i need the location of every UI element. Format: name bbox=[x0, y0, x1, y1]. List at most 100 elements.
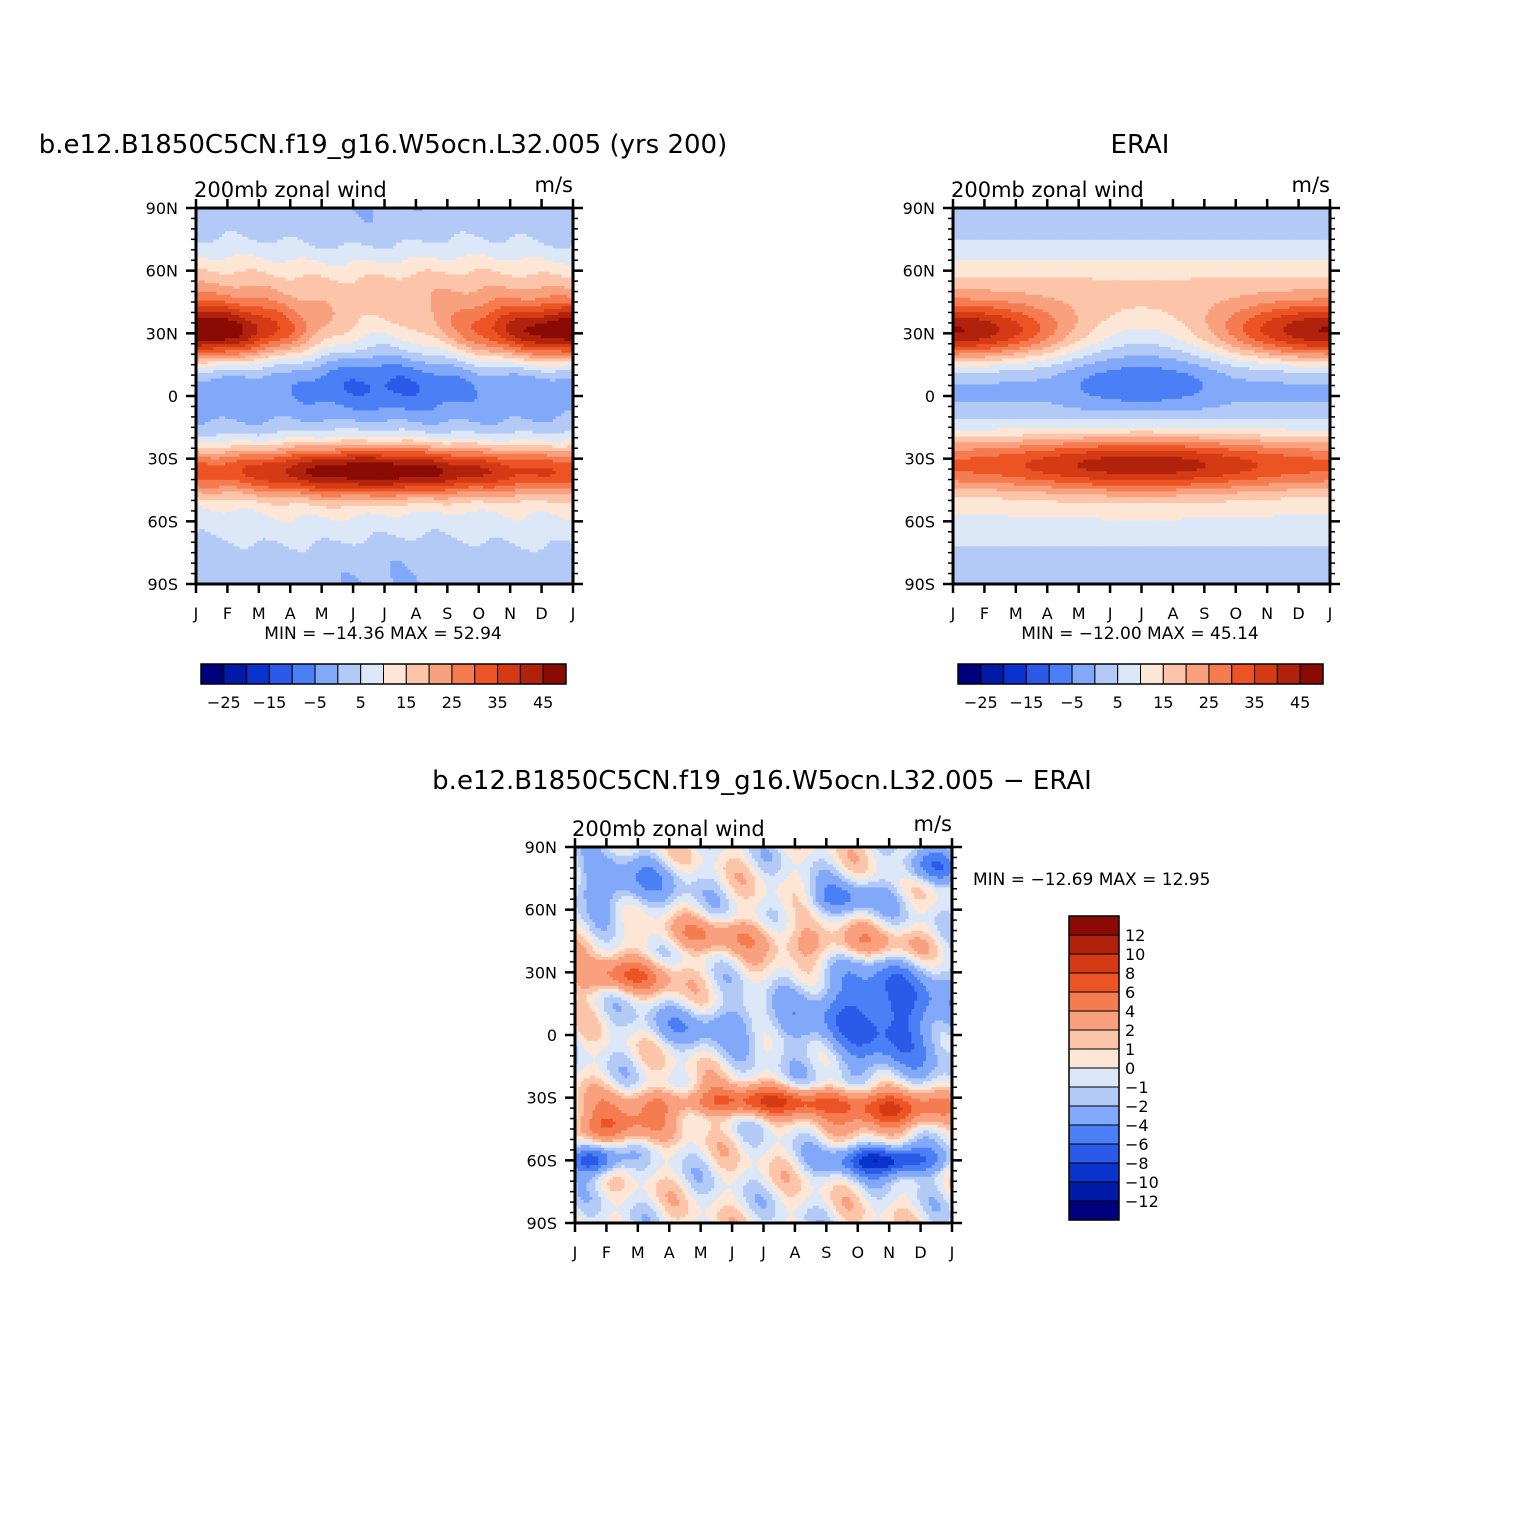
contour-cell bbox=[515, 219, 519, 224]
contour-cell bbox=[309, 239, 313, 244]
contour-cell bbox=[419, 216, 423, 221]
contour-cell bbox=[419, 234, 423, 238]
contour-cell bbox=[468, 236, 473, 241]
contour-cell bbox=[242, 219, 246, 224]
contour-cell bbox=[245, 257, 249, 261]
contour-cell bbox=[341, 231, 345, 235]
contour-cell bbox=[317, 231, 322, 235]
contour-cell bbox=[483, 251, 487, 255]
contour-cell bbox=[532, 234, 536, 238]
contour-cell bbox=[364, 225, 368, 229]
contour-cell bbox=[517, 228, 522, 232]
contour-cell bbox=[230, 245, 235, 250]
contour-cell bbox=[341, 216, 345, 221]
contour-cell bbox=[404, 251, 409, 255]
contour-cell bbox=[335, 231, 339, 235]
contour-cell bbox=[239, 208, 243, 212]
contour-cell bbox=[538, 210, 542, 215]
contour-cell bbox=[428, 245, 432, 250]
contour-cell bbox=[309, 213, 313, 218]
contour-cell bbox=[474, 231, 478, 235]
contour-cell bbox=[352, 248, 357, 252]
contour-cell bbox=[517, 225, 522, 229]
contour-cell bbox=[468, 225, 473, 229]
contour-cell bbox=[274, 251, 278, 255]
contour-cell bbox=[265, 239, 270, 244]
contour-cell bbox=[428, 225, 432, 229]
contour-cell bbox=[230, 251, 235, 255]
contour-cell bbox=[306, 213, 310, 218]
contour-cell bbox=[283, 219, 287, 224]
contour-cell bbox=[312, 254, 316, 258]
contour-cell bbox=[323, 245, 328, 250]
contour-cell bbox=[364, 236, 368, 241]
contour-cell bbox=[277, 234, 281, 238]
contour-cell bbox=[204, 231, 209, 235]
contour-cell bbox=[306, 257, 310, 261]
contour-cell bbox=[457, 219, 461, 224]
contour-cell bbox=[491, 210, 496, 215]
contour-cell bbox=[262, 225, 267, 229]
contour-cell bbox=[352, 236, 357, 241]
contour-cell bbox=[309, 248, 313, 252]
contour-cell bbox=[256, 216, 261, 221]
contour-cell bbox=[355, 239, 359, 244]
contour-cell bbox=[294, 210, 299, 215]
contour-cell bbox=[341, 219, 345, 224]
contour-cell bbox=[274, 248, 278, 252]
contour-cell bbox=[201, 219, 206, 224]
contour-cell bbox=[523, 231, 528, 235]
contour-cell bbox=[268, 222, 272, 226]
contour-cell bbox=[541, 248, 545, 252]
contour-cell bbox=[346, 208, 351, 212]
contour-cell bbox=[288, 234, 293, 238]
contour-cell bbox=[248, 257, 252, 261]
contour-cell bbox=[375, 208, 380, 212]
contour-cell bbox=[233, 228, 238, 232]
contour-cell bbox=[367, 248, 371, 252]
contour-cell bbox=[288, 222, 293, 226]
contour-cell bbox=[204, 219, 209, 224]
contour-cell bbox=[506, 216, 510, 221]
contour-cell bbox=[274, 222, 278, 226]
contour-cell bbox=[433, 222, 438, 226]
contour-cell bbox=[480, 219, 484, 224]
contour-cell bbox=[419, 248, 423, 252]
contour-cell bbox=[326, 216, 330, 221]
contour-cell bbox=[399, 245, 403, 250]
contour-cell bbox=[222, 210, 226, 215]
contour-cell bbox=[532, 248, 536, 252]
contour-cell bbox=[459, 239, 464, 244]
contour-cell bbox=[561, 248, 565, 252]
contour-cell bbox=[332, 210, 336, 215]
contour-cell bbox=[404, 225, 409, 229]
contour-cell bbox=[462, 222, 467, 226]
contour-cell bbox=[497, 225, 502, 229]
contour-cell bbox=[329, 231, 333, 235]
contour-cell bbox=[280, 242, 284, 247]
contour-cell bbox=[442, 208, 446, 212]
contour-cell bbox=[558, 222, 562, 226]
contour-cell bbox=[320, 251, 325, 255]
contour-cell bbox=[433, 242, 438, 247]
contour-cell bbox=[355, 236, 359, 241]
contour-cell bbox=[439, 245, 444, 250]
contour-cell bbox=[352, 216, 357, 221]
contour-cell bbox=[500, 245, 504, 250]
contour-cell bbox=[338, 251, 342, 255]
contour-cell bbox=[428, 210, 432, 215]
contour-cell bbox=[343, 245, 348, 250]
contour-cell bbox=[358, 222, 362, 226]
contour-cell bbox=[561, 245, 565, 250]
contour-cell bbox=[341, 228, 345, 232]
contour-cell bbox=[532, 208, 536, 212]
contour-cell bbox=[201, 210, 206, 215]
contour-cell bbox=[248, 236, 252, 241]
contour-cell bbox=[375, 245, 380, 250]
contour-cell bbox=[204, 234, 209, 238]
contour-cell bbox=[529, 219, 533, 224]
contour-cell bbox=[361, 234, 365, 238]
contour-cell bbox=[329, 219, 333, 224]
contour-cell bbox=[254, 225, 258, 229]
contour-cell bbox=[465, 234, 470, 238]
